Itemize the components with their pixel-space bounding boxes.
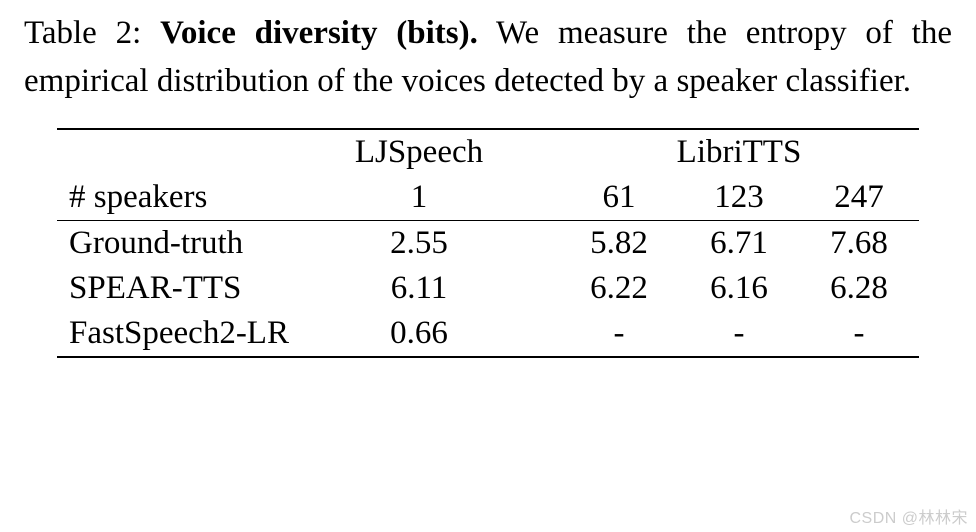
speakers-libri-c: 247 bbox=[799, 175, 919, 221]
table-header-datasets: LJSpeech LibriTTS bbox=[57, 129, 919, 175]
table-row: SPEAR-TTS 6.11 6.22 6.16 6.28 bbox=[57, 266, 919, 311]
cell-libri-c: - bbox=[799, 311, 919, 357]
page-content: Table 2: Voice diversity (bits). We meas… bbox=[0, 0, 976, 358]
speaker-row-label: # speakers bbox=[57, 175, 319, 221]
row-label: Ground-truth bbox=[57, 220, 319, 266]
cell-lj: 0.66 bbox=[319, 311, 519, 357]
cell-libri-c: 6.28 bbox=[799, 266, 919, 311]
row-label: SPEAR-TTS bbox=[57, 266, 319, 311]
caption-prefix: Table 2: bbox=[24, 15, 141, 51]
header-ljspeech: LJSpeech bbox=[319, 129, 519, 175]
cell-libri-c: 7.68 bbox=[799, 220, 919, 266]
caption-title: Voice diversity (bits). bbox=[160, 15, 478, 51]
header-empty bbox=[57, 129, 319, 175]
speakers-lj: 1 bbox=[319, 175, 519, 221]
speakers-spacer bbox=[519, 175, 559, 221]
cell-spacer bbox=[519, 266, 559, 311]
watermark-text: CSDN @林林宋 bbox=[849, 504, 968, 528]
cell-libri-a: 5.82 bbox=[559, 220, 679, 266]
header-spacer bbox=[519, 129, 559, 175]
cell-libri-a: - bbox=[559, 311, 679, 357]
speakers-libri-b: 123 bbox=[679, 175, 799, 221]
cell-lj: 6.11 bbox=[319, 266, 519, 311]
cell-libri-b: - bbox=[679, 311, 799, 357]
cell-spacer bbox=[519, 311, 559, 357]
cell-lj: 2.55 bbox=[319, 220, 519, 266]
header-libritts: LibriTTS bbox=[559, 129, 919, 175]
cell-libri-a: 6.22 bbox=[559, 266, 679, 311]
speakers-libri-a: 61 bbox=[559, 175, 679, 221]
cell-libri-b: 6.71 bbox=[679, 220, 799, 266]
table-caption: Table 2: Voice diversity (bits). We meas… bbox=[24, 10, 952, 106]
row-label: FastSpeech2-LR bbox=[57, 311, 319, 357]
cell-libri-b: 6.16 bbox=[679, 266, 799, 311]
table-row: FastSpeech2-LR 0.66 - - - bbox=[57, 311, 919, 357]
table-header-speakers: # speakers 1 61 123 247 bbox=[57, 175, 919, 221]
cell-spacer bbox=[519, 220, 559, 266]
table-row: Ground-truth 2.55 5.82 6.71 7.68 bbox=[57, 220, 919, 266]
voice-diversity-table: LJSpeech LibriTTS # speakers 1 61 123 24… bbox=[57, 128, 919, 358]
